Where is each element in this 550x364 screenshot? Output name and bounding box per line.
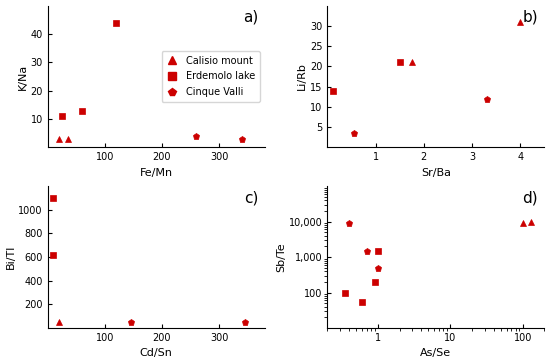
Text: c): c)	[244, 190, 258, 205]
Text: a): a)	[243, 10, 258, 25]
Y-axis label: Bi/Tl: Bi/Tl	[6, 245, 15, 269]
Text: b): b)	[522, 10, 538, 25]
Legend: Calisio mount, Erdemolo lake, Cinque Valli: Calisio mount, Erdemolo lake, Cinque Val…	[162, 51, 260, 102]
X-axis label: Fe/Mn: Fe/Mn	[140, 168, 173, 178]
X-axis label: As/Se: As/Se	[420, 348, 452, 359]
X-axis label: Sr/Ba: Sr/Ba	[421, 168, 451, 178]
Text: d): d)	[522, 190, 538, 205]
Y-axis label: K/Na: K/Na	[18, 63, 28, 90]
Y-axis label: Sb/Te: Sb/Te	[276, 242, 286, 272]
Y-axis label: Li/Rb: Li/Rb	[297, 63, 307, 90]
X-axis label: Cd/Sn: Cd/Sn	[140, 348, 173, 359]
